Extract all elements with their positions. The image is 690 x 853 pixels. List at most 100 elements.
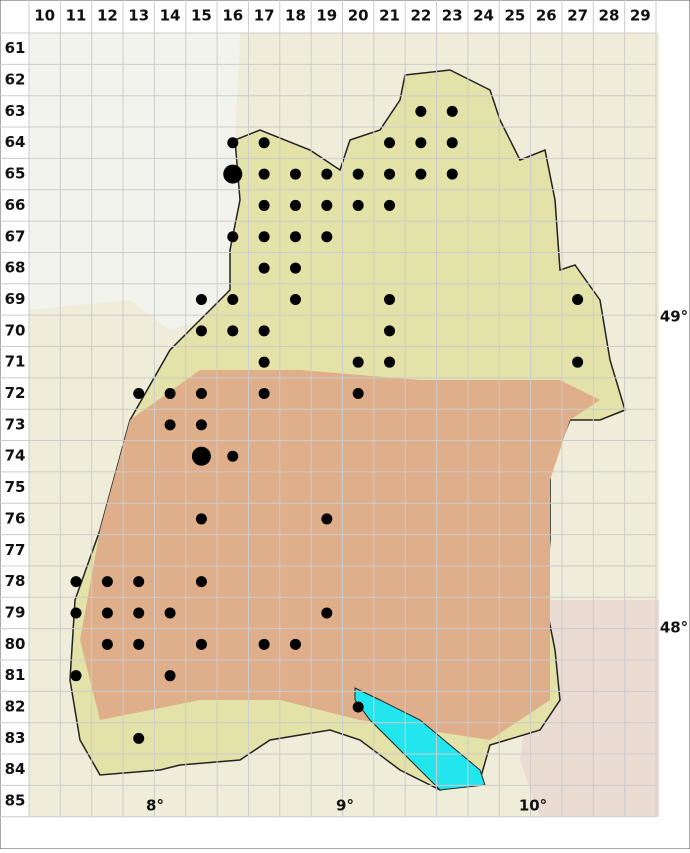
row-label: 72 — [5, 384, 26, 402]
row-label: 63 — [5, 102, 26, 120]
occurrence-dot — [195, 638, 207, 650]
occurrence-dot — [446, 105, 458, 117]
occurrence-dot — [384, 137, 396, 149]
occurrence-dot — [258, 231, 270, 243]
occurrence-dot — [195, 419, 207, 431]
column-label: 17 — [254, 7, 275, 25]
occurrence-dot — [321, 513, 333, 525]
occurrence-dot — [195, 325, 207, 337]
column-label: 20 — [348, 7, 369, 25]
longitude-label: 8° — [146, 797, 164, 815]
occurrence-dot — [133, 638, 145, 650]
occurrence-dot — [289, 231, 301, 243]
occurrence-dot — [195, 576, 207, 588]
column-label: 10 — [34, 7, 55, 25]
occurrence-dot — [415, 105, 427, 117]
column-label: 22 — [410, 7, 431, 25]
occurrence-dot — [258, 325, 270, 337]
longitude-label: 10° — [519, 797, 547, 815]
points — [70, 105, 584, 744]
occurrence-dot — [164, 419, 176, 431]
occurrence-dot — [258, 262, 270, 274]
latitude-label: 49° — [660, 308, 688, 326]
column-label: 23 — [442, 7, 463, 25]
occurrence-dot — [133, 576, 145, 588]
row-label: 78 — [5, 572, 26, 590]
row-label: 81 — [5, 666, 26, 684]
occurrence-dot — [227, 231, 239, 243]
elevation-region — [80, 370, 600, 740]
occurrence-dot — [195, 513, 207, 525]
occurrence-dot — [101, 607, 113, 619]
occurrence-dot — [227, 450, 239, 462]
occurrence-dot — [384, 168, 396, 180]
column-label: 26 — [536, 7, 557, 25]
column-label: 16 — [222, 7, 243, 25]
occurrence-dot — [321, 607, 333, 619]
occurrence-dot — [446, 137, 458, 149]
occurrence-dot — [258, 199, 270, 211]
column-label: 25 — [504, 7, 525, 25]
row-label: 83 — [5, 729, 26, 747]
occurrence-dot — [352, 388, 364, 400]
longitude-label: 9° — [336, 797, 354, 815]
occurrence-dot — [191, 446, 211, 466]
row-label: 84 — [5, 760, 26, 778]
occurrence-dot — [415, 137, 427, 149]
column-label: 11 — [66, 7, 87, 25]
row-label: 73 — [5, 415, 26, 433]
row-label: 69 — [5, 290, 26, 308]
occurrence-dot — [384, 293, 396, 305]
occurrence-dot — [321, 231, 333, 243]
outside-region — [29, 33, 240, 330]
row-label: 85 — [5, 792, 26, 810]
occurrence-dot — [572, 293, 584, 305]
row-label: 62 — [5, 71, 26, 89]
row-label: 74 — [5, 447, 26, 465]
occurrence-dot — [258, 137, 270, 149]
occurrence-dot — [289, 199, 301, 211]
occurrence-dot — [101, 576, 113, 588]
occurrence-dot — [384, 199, 396, 211]
column-label: 27 — [567, 7, 588, 25]
occurrence-dot — [227, 293, 239, 305]
column-label: 29 — [630, 7, 651, 25]
occurrence-dot — [572, 356, 584, 368]
occurrence-dot — [384, 356, 396, 368]
row-label: 79 — [5, 603, 26, 621]
occurrence-dot — [352, 168, 364, 180]
grid — [0, 0, 657, 818]
occurrence-dot — [164, 388, 176, 400]
column-label: 28 — [599, 7, 620, 25]
occurrence-dot — [289, 293, 301, 305]
occurrence-dot — [70, 576, 82, 588]
row-label: 75 — [5, 478, 26, 496]
column-label: 19 — [316, 7, 337, 25]
column-label: 15 — [191, 7, 212, 25]
occurrence-dot — [133, 607, 145, 619]
occurrence-dot — [289, 638, 301, 650]
occurrence-dot — [384, 325, 396, 337]
occurrence-dot — [352, 356, 364, 368]
occurrence-dot — [223, 164, 243, 184]
occurrence-dot — [289, 262, 301, 274]
latitude-label: 48° — [660, 619, 688, 637]
row-label: 65 — [5, 165, 26, 183]
occurrence-dot — [321, 168, 333, 180]
occurrence-dot — [133, 732, 145, 744]
occurrence-dot — [164, 607, 176, 619]
occurrence-dot — [101, 638, 113, 650]
labels: 10 11 12 13 14 15 16 17 18 19 20 21 22 23 24 25 26 27 28 29… — [5, 7, 689, 815]
occurrence-dot — [164, 670, 176, 682]
row-label: 68 — [5, 259, 26, 277]
row-label: 64 — [5, 133, 26, 151]
column-label: 21 — [379, 7, 400, 25]
occurrence-dot — [352, 199, 364, 211]
occurrence-dot — [227, 325, 239, 337]
row-label: 70 — [5, 321, 26, 339]
column-label: 14 — [160, 7, 181, 25]
occurrence-dot — [258, 388, 270, 400]
row-label: 80 — [5, 635, 26, 653]
occurrence-dot — [70, 607, 82, 619]
occurrence-dot — [70, 670, 82, 682]
